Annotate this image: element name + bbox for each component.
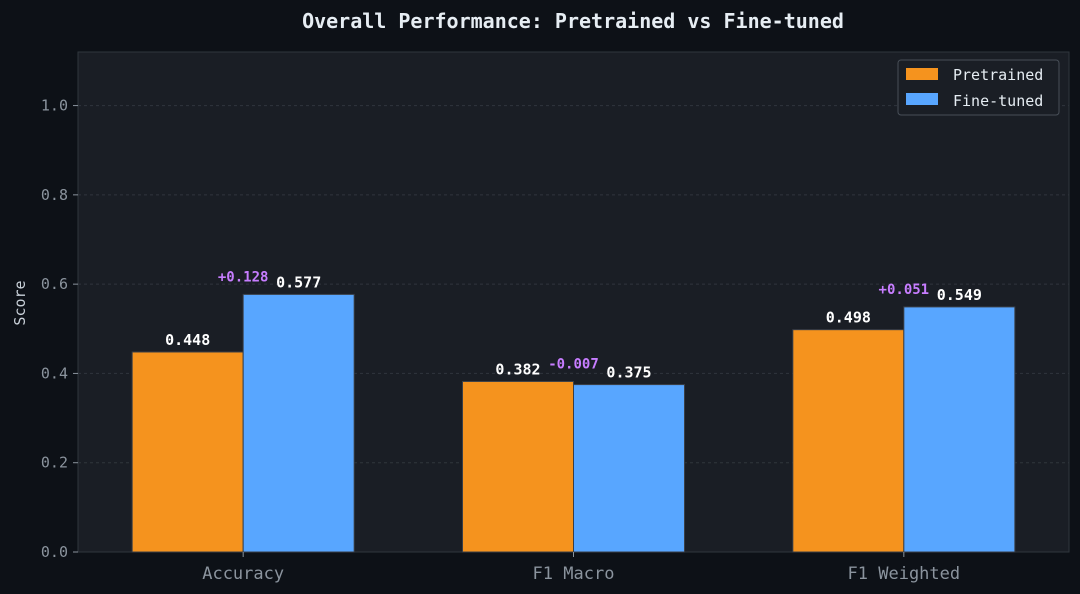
y-tick-label: 0.8 xyxy=(41,186,68,204)
y-tick-label: 1.0 xyxy=(41,97,68,115)
delta-label: +0.128 xyxy=(218,269,269,285)
legend-swatch-fine-tuned xyxy=(906,93,938,105)
y-tick-label: 0.6 xyxy=(41,275,68,293)
bars xyxy=(131,293,1016,553)
bar-pretrained-f1-macro xyxy=(462,380,574,553)
legend-box xyxy=(897,59,1060,116)
legend: Pretrained Fine-tuned xyxy=(897,59,1060,116)
bar-fine-tuned-f1-macro xyxy=(573,384,685,553)
bar-value-label: 0.498 xyxy=(826,309,871,327)
x-tick-label: F1 Macro xyxy=(533,564,615,584)
legend-swatch-pretrained xyxy=(906,68,938,80)
chart-title: Overall Performance: Pretrained vs Fine-… xyxy=(302,9,844,33)
data-labels: 0.448 0.577 +0.128 0.382 0.375 -0.007 0.498 0.5… xyxy=(165,269,982,381)
delta-label: -0.007 xyxy=(548,356,599,372)
x-tick-label: F1 Weighted xyxy=(848,564,961,584)
x-axis: Accuracy F1 Macro F1 Weighted xyxy=(202,552,960,584)
legend-label-pretrained: Pretrained xyxy=(953,66,1043,84)
bar-pretrained-accuracy xyxy=(131,351,244,553)
bar-value-label: 0.448 xyxy=(165,331,210,349)
y-axis: 0.0 0.2 0.4 0.6 0.8 1.0 xyxy=(41,97,78,561)
bar-value-label: 0.382 xyxy=(495,360,540,378)
y-axis-label: Score xyxy=(11,280,29,325)
bar-fine-tuned-accuracy xyxy=(242,293,355,553)
bar-value-label: 0.375 xyxy=(606,364,651,382)
legend-label-fine-tuned: Fine-tuned xyxy=(953,92,1043,110)
y-tick-label: 0.2 xyxy=(41,454,68,472)
y-tick-label: 0.4 xyxy=(41,364,68,382)
bar-pretrained-f1-weighted xyxy=(792,329,905,553)
bar-value-label: 0.549 xyxy=(937,286,982,304)
x-tick-label: Accuracy xyxy=(202,564,284,584)
y-tick-label: 0.0 xyxy=(41,543,68,561)
delta-label: +0.051 xyxy=(879,282,930,298)
bar-value-label: 0.577 xyxy=(276,273,321,291)
bar-fine-tuned-f1-weighted xyxy=(903,306,1016,553)
